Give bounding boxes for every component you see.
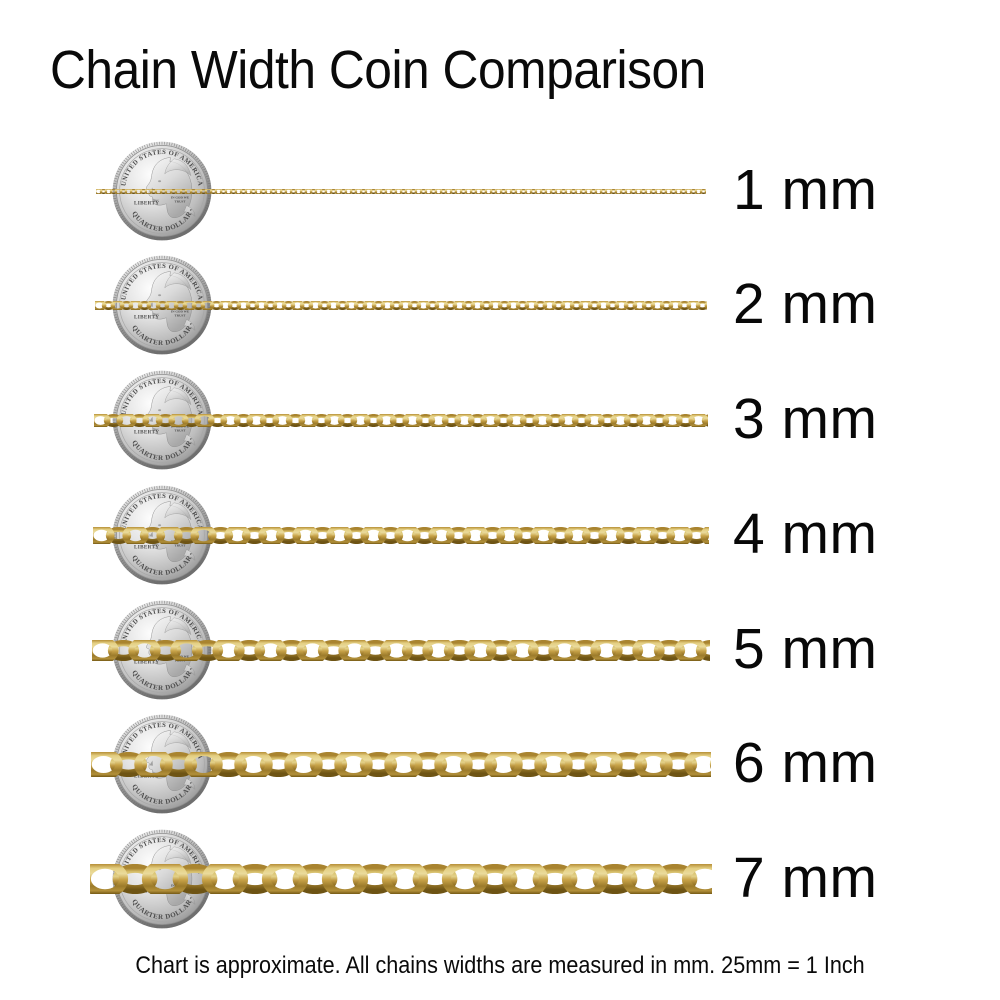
quarter-coin-icon: UNITED STATES OF AMERICA QUARTER DOLLAR …	[112, 370, 212, 470]
svg-text:LIBERTY: LIBERTY	[134, 774, 159, 780]
quarter-coin-icon: UNITED STATES OF AMERICA QUARTER DOLLAR …	[112, 600, 212, 700]
chain-row-3mm: UNITED STATES OF AMERICA QUARTER DOLLAR …	[0, 362, 1000, 478]
svg-text:LIBERTY: LIBERTY	[134, 660, 159, 666]
svg-text:P: P	[190, 322, 192, 326]
svg-text:P: P	[190, 552, 192, 556]
svg-text:P: P	[190, 896, 192, 900]
footnote: Chart is approximate. All chains widths …	[135, 952, 865, 979]
svg-text:TRUST: TRUST	[175, 887, 187, 891]
svg-text:TRUST: TRUST	[175, 199, 187, 203]
svg-text:LIBERTY: LIBERTY	[134, 315, 159, 321]
chain-width-label-6mm: 6 mm	[733, 731, 878, 795]
chain-row-7mm: UNITED STATES OF AMERICA QUARTER DOLLAR …	[0, 821, 1000, 937]
chain-width-label-3mm: 3 mm	[733, 387, 878, 451]
chain-row-1mm: UNITED STATES OF AMERICA QUARTER DOLLAR …	[0, 133, 1000, 249]
quarter-coin-icon: UNITED STATES OF AMERICA QUARTER DOLLAR …	[112, 255, 212, 355]
chain-row-6mm: UNITED STATES OF AMERICA QUARTER DOLLAR …	[0, 706, 1000, 822]
svg-text:IN GOD WE: IN GOD WE	[171, 310, 190, 314]
svg-text:P: P	[190, 208, 192, 212]
svg-text:P: P	[190, 781, 192, 785]
chain-width-label-7mm: 7 mm	[733, 846, 878, 910]
svg-text:TRUST: TRUST	[175, 543, 187, 547]
quarter-coin-icon: UNITED STATES OF AMERICA QUARTER DOLLAR …	[112, 829, 212, 929]
quarter-coin-icon: UNITED STATES OF AMERICA QUARTER DOLLAR …	[112, 485, 212, 585]
svg-text:TRUST: TRUST	[175, 313, 187, 317]
chain-width-label-4mm: 4 mm	[733, 502, 878, 566]
quarter-coin-icon: UNITED STATES OF AMERICA QUARTER DOLLAR …	[112, 141, 212, 241]
svg-text:P: P	[190, 667, 192, 671]
svg-text:LIBERTY: LIBERTY	[134, 430, 159, 436]
svg-text:LIBERTY: LIBERTY	[134, 201, 159, 207]
page-title: Chain Width Coin Comparison	[50, 40, 706, 100]
svg-text:TRUST: TRUST	[175, 658, 187, 662]
chain-width-label-5mm: 5 mm	[733, 617, 878, 681]
svg-text:LIBERTY: LIBERTY	[134, 545, 159, 551]
svg-text:TRUST: TRUST	[175, 428, 187, 432]
svg-text:IN GOD WE: IN GOD WE	[171, 425, 190, 429]
chain-width-label-2mm: 2 mm	[733, 272, 878, 336]
svg-text:P: P	[190, 437, 192, 441]
quarter-coin-icon: UNITED STATES OF AMERICA QUARTER DOLLAR …	[112, 714, 212, 814]
chain-width-label-1mm: 1 mm	[733, 158, 878, 222]
svg-text:LIBERTY: LIBERTY	[134, 889, 159, 895]
chain-row-2mm: UNITED STATES OF AMERICA QUARTER DOLLAR …	[0, 247, 1000, 363]
chain-row-4mm: UNITED STATES OF AMERICA QUARTER DOLLAR …	[0, 477, 1000, 593]
chain-row-5mm: UNITED STATES OF AMERICA QUARTER DOLLAR …	[0, 592, 1000, 708]
comparison-rows: UNITED STATES OF AMERICA QUARTER DOLLAR …	[0, 133, 1000, 937]
svg-text:TRUST: TRUST	[175, 772, 187, 776]
svg-text:IN GOD WE: IN GOD WE	[171, 196, 190, 200]
